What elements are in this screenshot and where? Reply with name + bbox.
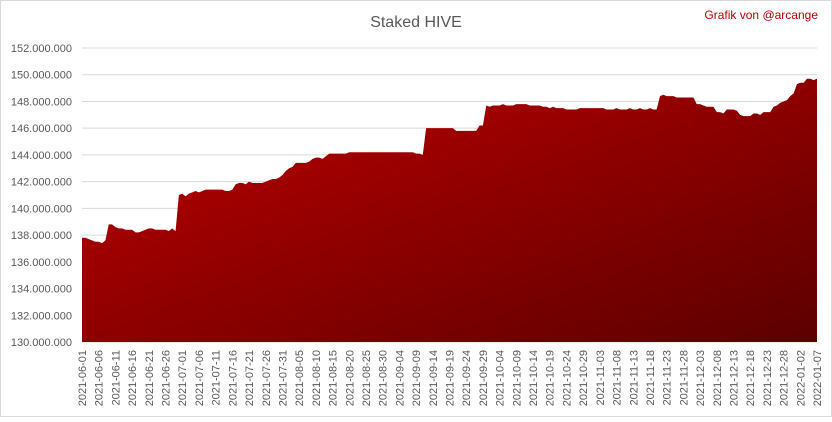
x-tick-label: 2021-10-04 [495, 350, 507, 406]
x-tick-label: 2021-08-10 [311, 350, 323, 406]
x-tick-label: 2021-09-04 [394, 350, 406, 406]
y-tick-label: 144.000.000 [11, 150, 72, 162]
chart-title: Staked HIVE [370, 14, 462, 31]
x-tick-label: 2021-07-11 [211, 350, 223, 405]
x-tick-label: 2022-01-02 [795, 350, 807, 406]
x-tick-label: 2021-07-31 [277, 350, 289, 406]
x-tick-label: 2021-07-26 [261, 350, 273, 406]
y-tick-label: 130.000.000 [11, 337, 72, 349]
x-tick-label: 2021-09-09 [411, 350, 423, 406]
x-tick-label: 2021-11-18 [645, 350, 657, 405]
x-tick-label: 2021-10-09 [511, 350, 523, 406]
x-tick-label: 2021-12-13 [728, 350, 740, 406]
axis-labels: 130.000.000 132.000.000 134.000.000 136.000… [11, 43, 824, 406]
x-tick-label: 2021-08-30 [378, 350, 390, 406]
x-tick-label: 2021-08-25 [361, 350, 373, 406]
x-tick-label: 2021-12-23 [762, 350, 774, 406]
x-tick-label: 2021-06-26 [161, 350, 173, 406]
plot-area [82, 78, 817, 343]
x-tick-label: 2021-09-29 [478, 350, 490, 406]
x-tick-label: 2021-12-18 [745, 350, 757, 406]
x-tick-label: 2021-11-13 [628, 350, 640, 405]
x-tick-label: 2021-12-03 [695, 350, 707, 406]
x-tick-label: 2021-08-20 [344, 350, 356, 406]
x-tick-label: 2021-11-23 [662, 350, 674, 405]
x-tick-label: 2021-07-21 [244, 350, 256, 406]
y-tick-label: 134.000.000 [11, 284, 72, 296]
x-tick-label: 2021-07-01 [177, 350, 189, 406]
x-tick-label: 2021-08-15 [328, 350, 340, 406]
area [82, 78, 817, 343]
y-tick-label: 136.000.000 [11, 257, 72, 269]
x-tick-label: 2022-01-07 [812, 350, 824, 406]
x-tick-label: 2021-11-08 [612, 350, 624, 405]
y-tick-label: 142.000.000 [11, 177, 72, 189]
x-tick-label: 2021-09-24 [461, 350, 473, 406]
y-tick-label: 150.000.000 [11, 70, 72, 82]
x-tick-label: 2021-09-14 [428, 350, 440, 406]
x-tick-label: 2021-06-21 [144, 350, 156, 406]
x-tick-label: 2021-11-03 [595, 350, 607, 405]
x-tick-label: 2021-10-14 [528, 350, 540, 406]
x-tick-label: 2021-07-06 [194, 350, 206, 406]
y-tick-label: 152.000.000 [11, 43, 72, 55]
x-tick-label: 2021-08-05 [294, 350, 306, 406]
x-tick-label: 2021-10-24 [561, 350, 573, 406]
x-tick-label: 2021-06-06 [94, 350, 106, 406]
x-tick-label: 2021-06-01 [77, 350, 89, 406]
x-tick-label: 2021-10-19 [545, 350, 557, 406]
x-tick-label: 2021-09-19 [445, 350, 457, 406]
y-tick-label: 138.000.000 [11, 230, 72, 242]
x-tick-label: 2021-12-08 [712, 350, 724, 406]
x-tick-label: 2021-06-11 [110, 350, 122, 405]
y-tick-label: 140.000.000 [11, 203, 72, 215]
x-tick-label: 2021-12-28 [779, 350, 791, 406]
y-tick-label: 132.000.000 [11, 310, 72, 322]
x-tick-label: 2021-07-16 [227, 350, 239, 406]
annotation: Grafik von @arcange [704, 8, 818, 22]
y-tick-label: 148.000.000 [11, 96, 72, 108]
y-tick-label: 146.000.000 [11, 123, 72, 135]
x-tick-label: 2021-10-29 [578, 350, 590, 406]
x-tick-label: 2021-11-28 [678, 350, 690, 405]
x-tick-label: 2021-06-16 [127, 350, 139, 406]
